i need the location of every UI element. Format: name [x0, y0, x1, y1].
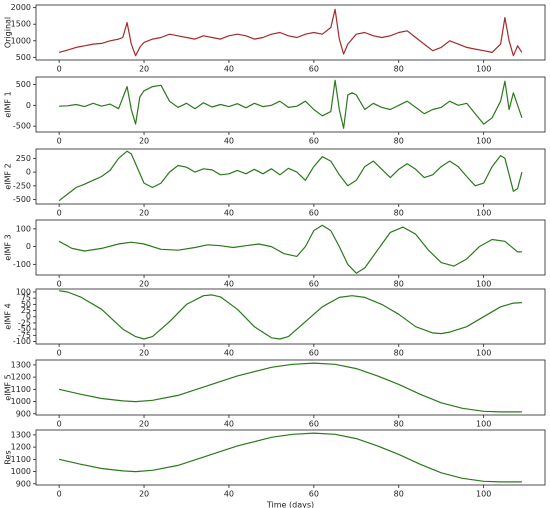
y-tick-label: -75 [18, 331, 31, 340]
x-tick-label: 60 [309, 490, 319, 499]
x-tick-label: 40 [224, 349, 234, 358]
y-tick-label: 1000 [11, 36, 31, 45]
x-tick-label: 80 [394, 420, 404, 429]
axes-frame [35, 359, 546, 416]
x-tick-label: 80 [394, 65, 404, 74]
axes-frame [35, 288, 546, 345]
y-tick-label: 900 [16, 409, 31, 418]
y-axis-label: eIMF 2 [4, 163, 13, 189]
x-tick-label: 20 [139, 65, 149, 74]
x-tick-label: 60 [309, 280, 319, 289]
x-tick-label: 100 [476, 280, 491, 289]
data-line [58, 224, 522, 274]
x-tick-label: 80 [394, 349, 404, 358]
x-tick-label: 0 [57, 490, 62, 499]
y-tick-label: 0 [26, 101, 31, 110]
x-tick-label: 60 [309, 209, 319, 218]
data-line [58, 432, 522, 483]
y-tick-label: -500 [13, 195, 31, 204]
x-tick-label: 20 [139, 490, 149, 499]
x-tick-label: 20 [139, 280, 149, 289]
x-tick-label: 20 [139, 137, 149, 146]
y-axis-label: eIMF 3 [4, 234, 13, 260]
y-tick-label: -100 [13, 260, 31, 269]
x-tick-label: 100 [476, 137, 491, 146]
y-tick-label: 25 [21, 306, 31, 315]
y-tick-label: 1100 [11, 385, 31, 394]
y-tick-label: 500 [16, 80, 31, 89]
x-axis-label: Time (days) [266, 501, 314, 508]
y-tick-label: 250 [16, 154, 31, 163]
x-tick-label: 0 [57, 137, 62, 146]
y-tick-label: 100 [16, 224, 31, 233]
y-tick-label: 900 [16, 479, 31, 488]
y-tick-label: -50 [18, 325, 31, 334]
x-tick-label: 80 [394, 280, 404, 289]
x-tick-label: 20 [139, 209, 149, 218]
data-line [58, 150, 523, 202]
x-tick-label: 20 [139, 349, 149, 358]
data-line [59, 290, 522, 340]
x-tick-label: 0 [57, 209, 62, 218]
x-tick-label: 60 [309, 137, 319, 146]
axes-frame [35, 4, 546, 61]
x-tick-label: 80 [394, 209, 404, 218]
x-tick-label: 80 [394, 490, 404, 499]
y-tick-label: 100 [16, 287, 31, 296]
y-tick-label: 1200 [11, 373, 31, 382]
y-tick-label: -100 [13, 337, 31, 346]
axes-frame [35, 76, 546, 133]
y-axis-label: Res [4, 450, 13, 464]
y-tick-label: 1000 [11, 397, 31, 406]
x-tick-label: 40 [224, 209, 234, 218]
y-axis-label: eIMF 5 [4, 374, 13, 400]
x-tick-label: 0 [57, 65, 62, 74]
y-tick-label: 1000 [11, 467, 31, 476]
y-axis-label: eIMF 4 [4, 303, 13, 329]
x-tick-label: 40 [224, 137, 234, 146]
axes-frame [35, 148, 546, 205]
y-tick-label: 0 [26, 242, 31, 251]
y-tick-label: 0 [26, 312, 31, 321]
y-tick-label: -250 [13, 181, 31, 190]
axes-frame [35, 219, 546, 276]
x-tick-label: 100 [476, 349, 491, 358]
x-tick-label: 100 [476, 420, 491, 429]
y-tick-label: 2000 [11, 3, 31, 12]
x-tick-label: 0 [57, 280, 62, 289]
x-tick-label: 60 [309, 65, 319, 74]
y-tick-label: 1300 [11, 430, 31, 439]
y-tick-label: 75 [21, 294, 31, 303]
y-axis-label: Original [4, 17, 13, 48]
x-tick-label: 0 [57, 420, 62, 429]
y-tick-label: 50 [21, 300, 31, 309]
x-tick-label: 100 [476, 65, 491, 74]
y-tick-label: 500 [16, 53, 31, 62]
axes-frame [35, 429, 546, 486]
x-tick-label: 40 [224, 420, 234, 429]
y-tick-label: -25 [18, 318, 31, 327]
x-tick-label: 100 [476, 490, 491, 499]
x-tick-label: 40 [224, 280, 234, 289]
y-tick-label: 1300 [11, 360, 31, 369]
data-line [58, 362, 522, 413]
x-tick-label: 40 [224, 490, 234, 499]
x-tick-label: 60 [309, 349, 319, 358]
x-tick-label: 80 [394, 137, 404, 146]
data-line [59, 79, 523, 129]
y-tick-label: 1500 [11, 20, 31, 29]
y-axis-label: eIMF 1 [4, 91, 13, 117]
x-tick-label: 0 [57, 349, 62, 358]
x-tick-label: 100 [476, 209, 491, 218]
y-tick-label: 1100 [11, 455, 31, 464]
data-line [58, 8, 523, 57]
y-tick-label: 1200 [11, 443, 31, 452]
x-tick-label: 60 [309, 420, 319, 429]
x-tick-label: 40 [224, 65, 234, 74]
y-tick-label: -500 [13, 122, 31, 131]
x-tick-label: 20 [139, 420, 149, 429]
y-tick-label: 0 [26, 168, 31, 177]
